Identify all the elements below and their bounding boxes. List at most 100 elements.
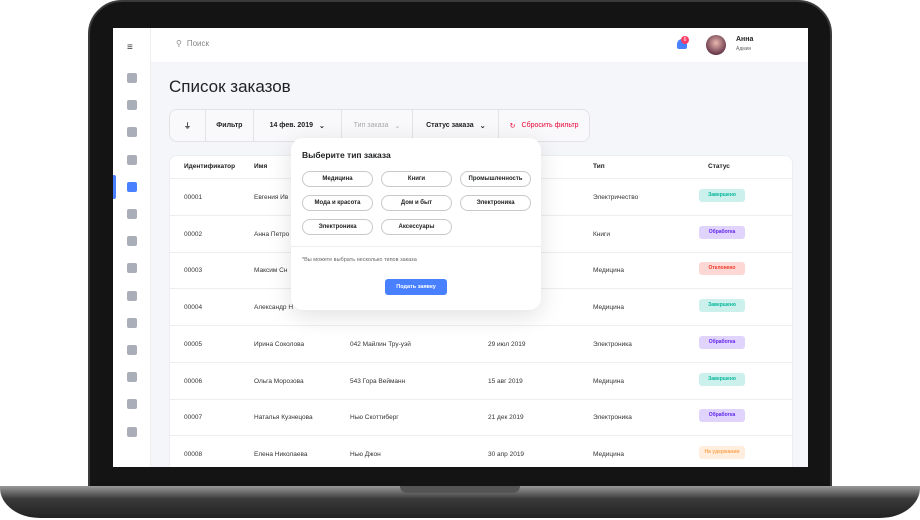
cell-type: Медицина [593,450,624,458]
search-icon: ⚲ [176,39,182,48]
todo-icon[interactable] [127,290,137,301]
app-screen: ≡ ⚲ Поиск 6 Анна Админ ⌄ Список заказов ⏚… [113,28,808,467]
status-dropdown[interactable]: Статус заказа ⌄ [413,110,500,141]
cell-type: Электроника [593,414,632,422]
cell-name: Наталья Кузнецова [254,414,313,422]
user-name: Анна [736,36,754,43]
col-name: Имя [254,163,268,170]
status-badge: Обработка [699,335,745,349]
orders-icon[interactable] [127,181,137,192]
table-row[interactable]: 00005 Ирина Соколова 042 Майлин Тру-уэй 29 … [170,326,794,363]
status-badge: Обработка [699,225,745,239]
status-badge: На удержании [699,445,745,459]
cell-id: 00004 [184,304,203,312]
menu-icon[interactable]: ≡ [127,42,133,53]
type-placeholder: Тип заказа [353,122,389,129]
date-dropdown[interactable]: 14 фев. 2019 ⌄ [254,110,342,141]
team-icon[interactable] [127,399,137,410]
popup-note: *Вы можете выбрать несколько типов заказ… [302,257,417,263]
status-badge: Отклонено [699,262,745,276]
cell-type: Медицина [593,267,624,275]
cell-id: 00008 [184,450,203,458]
status-badge: Обработка [699,409,745,423]
top-bar: ⚲Поиск 6 Анна Админ ⌄ [151,28,808,62]
filter-bar: ⏚ Фильтр 14 фев. 2019 ⌄ Тип заказа ⌄ Стату… [169,109,590,142]
cell-name: Александр Н [254,304,294,312]
date-value: 14 фев. 2019 [269,122,313,129]
cell-id: 00003 [184,267,203,275]
calendar-icon[interactable] [127,263,137,274]
table-row[interactable]: 00008 Елена Николаева Нью Джон 30 апр 2019 М… [170,436,794,467]
cell-type: Электроника [593,340,632,348]
status-value: Статус заказа [426,122,474,129]
order-type-chip[interactable]: Мода и красота [302,195,373,211]
products-icon[interactable] [127,100,137,111]
cell-type: Электричество [593,194,639,201]
reset-label: Сбросить фильтр [521,122,579,129]
cell-id: 00005 [184,340,203,348]
laptop-notch [400,486,520,493]
order-type-chip[interactable]: Электроника [460,195,531,211]
status-badge: Завершено [699,299,745,313]
cell-type: Книги [593,230,611,238]
chevron-down-icon: ⌄ [318,122,325,130]
order-type-chip[interactable]: Книги [381,171,452,187]
cell-name: Елена Николаева [254,450,308,458]
cell-id: 00001 [184,194,203,201]
order-type-chip[interactable]: Аксессуары [381,219,452,235]
cell-address: 042 Майлин Тру-уэй [350,340,411,348]
chevron-down-icon: ⌄ [479,122,486,130]
table-row[interactable]: 00007 Наталья Кузнецова Нью Скоттиберг 21 д… [170,399,794,437]
col-id: Идентификатор [184,163,236,170]
order-type-chip[interactable]: Медицина [302,171,373,187]
table-row[interactable]: 00006 Ольга Морозова 543 Гора Вейманн 15 ав… [170,363,794,400]
filter-label: Фильтр [206,110,254,141]
cell-name: Евгения Ив [254,194,289,201]
table-row[interactable]: 00004 Александр Н Медицина Завершено [170,289,794,327]
order-type-chip[interactable]: Промышленность [460,171,531,187]
settings-icon[interactable] [127,426,137,437]
charts-icon[interactable] [127,372,137,383]
type-dropdown[interactable]: Тип заказа ⌄ [342,110,414,141]
notification-badge: 6 [681,36,689,44]
cell-id: 00002 [184,230,203,238]
order-type-chip[interactable]: Электроника [302,219,373,235]
status-badge: Завершено [699,372,745,386]
cell-id: 00006 [184,377,203,385]
order-type-chip[interactable]: Дом и быт [381,195,452,211]
cell-date: 30 апр 2019 [488,450,525,458]
messages-icon[interactable] [127,154,137,165]
search-input[interactable]: ⚲ Поиск [176,39,209,48]
cell-address: 543 Гора Вейманн [350,377,406,385]
cell-address: Нью Джон [350,450,381,458]
cell-address: Нью Скоттиберг [350,414,399,422]
sidebar: ≡ [113,28,151,467]
cell-type: Медицина [593,304,624,312]
submit-button[interactable]: Подать заявку [385,279,447,295]
contacts-icon[interactable] [127,317,137,328]
avatar[interactable] [706,35,726,55]
bell-icon[interactable] [677,39,687,49]
cell-id: 00007 [184,414,203,422]
favorites-icon[interactable] [127,127,137,138]
funnel-icon: ⏚ [170,110,206,141]
col-type: Тип [593,163,605,170]
active-indicator [113,175,116,199]
chevron-down-icon: ⌄ [394,122,401,130]
status-badge: Завершено [699,189,745,202]
layout-icon[interactable] [127,209,137,219]
cell-name: Ирина Соколова [254,340,305,348]
user-role: Админ [736,46,752,52]
reset-icon: ↻ [509,122,516,130]
cell-name: Максим Сн [254,267,288,275]
cell-date: 21 дек 2019 [488,414,524,422]
cell-date: 15 авг 2019 [488,377,523,385]
invoice-icon[interactable] [127,345,137,355]
cell-name: Ольга Морозова [254,377,304,385]
popup-title: Выберите тип заказа [302,150,391,160]
page-title: Список заказов [169,77,291,96]
documents-icon[interactable] [127,236,137,247]
reset-filter-button[interactable]: ↻ Сбросить фильтр [499,110,589,141]
cell-name: Анна Петро [254,230,290,238]
dashboard-icon[interactable] [127,73,137,83]
